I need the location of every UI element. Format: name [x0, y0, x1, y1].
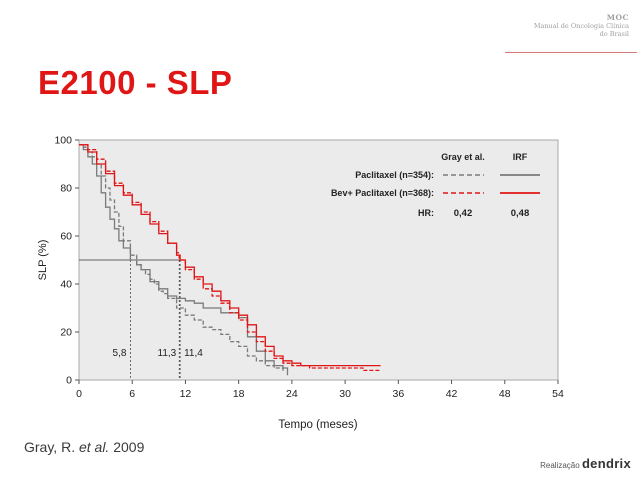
y-tick-label: 80: [60, 183, 72, 195]
series-line: [79, 144, 381, 367]
series-line: [79, 144, 289, 376]
x-tick-label: 36: [392, 388, 404, 400]
brand-code: MOC: [606, 13, 629, 22]
x-tick-label: 24: [286, 388, 298, 400]
legend-header-gray: Gray et al.: [441, 152, 485, 162]
brand-line-1: Manual de Oncologia Clínica: [533, 22, 629, 30]
x-tick-label: 0: [76, 388, 82, 400]
legend-header-irf: IRF: [513, 152, 528, 162]
legend-label: Paclitaxel (n=354):: [355, 170, 434, 180]
slide-title: E2100 - SLP: [38, 64, 233, 101]
y-tick-label: 60: [60, 231, 72, 243]
x-tick-label: 48: [499, 388, 511, 400]
x-tick-label: 54: [552, 388, 564, 400]
median-label: 5,8: [113, 348, 127, 359]
x-tick-label: 6: [129, 388, 135, 400]
x-tick-label: 42: [446, 388, 458, 400]
median-label: 11,3: [158, 348, 177, 359]
footer-label: Realização: [540, 461, 580, 470]
y-tick-label: 40: [60, 279, 72, 291]
y-tick-label: 100: [54, 135, 72, 147]
moc-brand: MOC Manual de Oncologia Clínica do Brasi…: [533, 13, 629, 39]
header-divider: [505, 52, 637, 53]
series-line: [79, 144, 284, 373]
citation-suffix: 2009: [109, 439, 145, 455]
dendrix-logo: dendrix: [581, 456, 631, 471]
legend-label: Bev+ Paclitaxel (n=368):: [331, 188, 434, 198]
y-axis-label: SLP (%): [37, 240, 49, 281]
hr-irf-value: 0,48: [511, 208, 530, 219]
y-tick-label: 20: [60, 327, 72, 339]
x-tick-label: 12: [180, 388, 192, 400]
hr-gray-value: 0,42: [454, 208, 473, 219]
citation-italic: et al.: [78, 439, 110, 455]
brand-line-2: do Brasil: [599, 30, 629, 38]
hr-label: HR:: [418, 208, 434, 218]
x-axis-label: Tempo (meses): [278, 419, 357, 431]
x-tick-label: 30: [339, 388, 351, 400]
median-label: 11,4: [184, 348, 203, 359]
y-tick-label: 0: [66, 375, 72, 387]
citation-prefix: Gray, R.: [24, 439, 79, 455]
footer-logo: Realização dendrix: [540, 456, 631, 471]
x-tick-label: 18: [233, 388, 245, 400]
citation: Gray, R. et al. 2009: [24, 439, 144, 455]
